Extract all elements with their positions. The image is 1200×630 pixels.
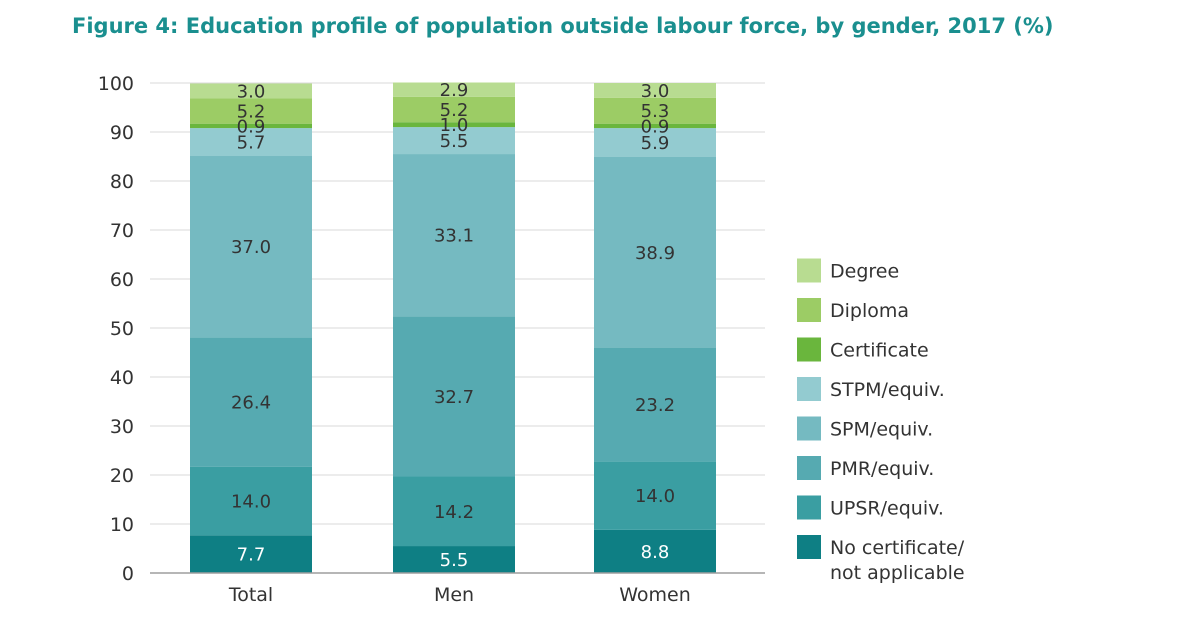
legend-item: SPM/equiv. (797, 416, 933, 441)
bar-segment (393, 127, 515, 155)
legend-swatch (797, 377, 821, 401)
data-label: 14.2 (434, 502, 474, 523)
data-label: 5.7 (237, 133, 266, 154)
y-tick-label: 90 (110, 122, 134, 144)
data-label: 23.2 (635, 395, 675, 416)
y-tick-label: 70 (110, 220, 134, 242)
legend-swatch (797, 258, 821, 283)
legend-label: STPM/equiv. (830, 379, 945, 401)
data-label: 1.0 (440, 115, 469, 136)
data-label: 26.4 (231, 392, 271, 413)
data-label: 32.7 (434, 387, 474, 408)
legend-item: PMR/equiv. (797, 456, 934, 480)
legend-swatch (797, 337, 821, 362)
bar-segment (393, 476, 515, 547)
data-label: 38.9 (635, 243, 675, 264)
legend-item: No certificate/not applicable (797, 535, 965, 584)
bar-segment (190, 337, 312, 467)
y-tick-label: 80 (110, 171, 134, 193)
bar-segment (594, 347, 716, 462)
legend-item: STPM/equiv. (797, 377, 945, 401)
y-tick-label: 20 (110, 465, 134, 487)
bar-segment (594, 156, 716, 348)
data-labels: 7.714.026.437.05.70.95.23.05.514.232.733… (231, 80, 675, 571)
legend-label: Certificate (830, 340, 929, 362)
x-category-label: Men (434, 584, 474, 606)
bar-segment (190, 128, 312, 157)
legend-label: Degree (830, 261, 899, 283)
y-tick-label: 30 (110, 416, 134, 438)
data-label: 5.5 (440, 550, 469, 571)
bars (190, 82, 716, 573)
data-label: 0.9 (641, 116, 670, 137)
y-tick-label: 100 (98, 73, 134, 95)
legend-label: not applicable (830, 562, 965, 584)
bar-segment (393, 546, 515, 573)
bar-segment (393, 154, 515, 317)
bar-segment (393, 316, 515, 477)
legend: No certificate/not applicable UPSR/equiv.… (797, 258, 965, 584)
bar-segment (594, 123, 716, 129)
bar-segment (190, 466, 312, 536)
y-axis: 0 10 20 30 40 50 60 70 80 90 100 (98, 73, 134, 585)
legend-swatch (797, 495, 821, 520)
data-label: 5.9 (641, 133, 670, 154)
data-label: 5.5 (440, 131, 469, 152)
bar-segment (594, 97, 716, 124)
legend-label: No certificate/ (830, 537, 965, 559)
y-tick-label: 60 (110, 269, 134, 291)
bar-segment (190, 98, 312, 124)
bar-segment (393, 122, 515, 128)
x-axis: Total Men Women (150, 572, 765, 606)
bar-segment (190, 535, 312, 573)
data-label: 7.7 (237, 545, 266, 566)
legend-swatch (797, 456, 821, 480)
x-category-label: Total (228, 584, 273, 606)
y-tick-label: 0 (122, 563, 134, 585)
bar-segment (393, 82, 515, 97)
legend-item: UPSR/equiv. (797, 495, 944, 520)
legend-label: UPSR/equiv. (830, 498, 944, 520)
data-label: 0.9 (237, 116, 266, 137)
data-label: 5.3 (641, 101, 670, 122)
chart-title: Figure 4: Education profile of populatio… (72, 14, 1054, 38)
data-label: 14.0 (635, 486, 675, 507)
bar-segment (190, 123, 312, 129)
legend-swatch (797, 416, 821, 441)
bar-segment (594, 529, 716, 573)
legend-swatch (797, 298, 821, 322)
y-tick-label: 50 (110, 318, 134, 340)
legend-item: Diploma (797, 298, 909, 322)
data-label: 33.1 (434, 226, 474, 247)
data-label: 8.8 (641, 542, 670, 563)
bar-segment (594, 83, 716, 98)
legend-swatch (797, 535, 821, 559)
y-tick-label: 40 (110, 367, 134, 389)
legend-label: SPM/equiv. (830, 419, 933, 441)
bar-segment (190, 156, 312, 338)
bar-segment (190, 83, 312, 99)
legend-label: Diploma (830, 300, 909, 322)
legend-item: Certificate (797, 337, 929, 362)
data-label: 14.0 (231, 491, 271, 512)
legend-label: PMR/equiv. (830, 458, 934, 480)
data-label: 3.0 (237, 81, 266, 102)
bar-segment (594, 128, 716, 157)
data-label: 5.2 (237, 101, 266, 122)
data-label: 3.0 (641, 81, 670, 102)
y-tick-label: 10 (110, 514, 134, 536)
data-label: 37.0 (231, 237, 271, 258)
bar-segment (393, 96, 515, 123)
x-category-label: Women (619, 584, 691, 606)
data-label: 2.9 (440, 80, 469, 101)
legend-item: Degree (797, 258, 899, 283)
bar-segment (594, 461, 716, 530)
data-label: 5.2 (440, 100, 469, 121)
